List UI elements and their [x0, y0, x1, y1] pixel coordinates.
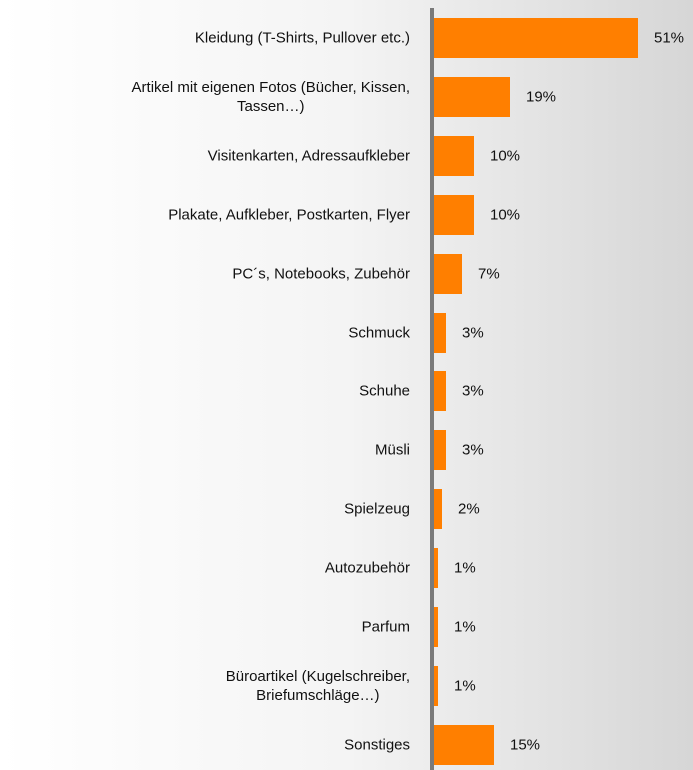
- value-label: 3%: [462, 324, 484, 341]
- category-label: Parfum: [0, 618, 410, 637]
- category-axis: [430, 8, 434, 770]
- category-label: Visitenkarten, Adressaufkleber: [0, 146, 410, 165]
- value-label: 10%: [490, 147, 521, 165]
- bar: [434, 253, 462, 294]
- value-label: 10%: [490, 206, 521, 224]
- bar: [434, 312, 446, 353]
- value-label: 19%: [526, 88, 557, 106]
- category-text: Büroartikel (Kugelschreiber, Briefumschl…: [225, 667, 410, 704]
- bar: [434, 607, 438, 647]
- category-label: Autozubehör: [0, 559, 410, 578]
- value-label: 1%: [454, 559, 476, 577]
- category-text: Plakate, Aufkleber, Postkarten, Flyer: [168, 206, 410, 224]
- bar: [434, 194, 474, 235]
- category-label: Plakate, Aufkleber, Postkarten, Flyer: [0, 205, 410, 224]
- bar: [434, 489, 442, 530]
- value-label: 7%: [478, 265, 500, 283]
- category-label: PC´s, Notebooks, Zubehör: [0, 264, 410, 283]
- bar: [434, 430, 446, 471]
- category-label: Artikel mit eigenen Fotos (Bücher, Kisse…: [0, 78, 410, 116]
- value-label: 51%: [654, 29, 685, 47]
- category-label: Spielzeug: [0, 500, 410, 519]
- bar: [434, 76, 510, 117]
- category-text: Sonstiges: [344, 736, 410, 754]
- category-label: Schmuck: [0, 323, 410, 342]
- category-text: Autozubehör: [324, 559, 410, 577]
- category-label: Schuhe: [0, 382, 410, 401]
- bar: [434, 371, 446, 412]
- value-label: 2%: [458, 500, 480, 518]
- category-label: Sonstiges: [0, 735, 410, 754]
- value-label: 1%: [454, 618, 476, 636]
- category-label: Büroartikel (Kugelschreiber, Briefumschl…: [0, 667, 410, 705]
- category-text: Parfum: [361, 618, 410, 636]
- category-text: Visitenkarten, Adressaufkleber: [207, 147, 410, 165]
- value-label: 1%: [454, 677, 476, 695]
- value-label: 3%: [462, 441, 484, 459]
- category-text: Spielzeug: [344, 500, 410, 518]
- category-text: Kleidung (T-Shirts, Pullover etc.): [194, 29, 410, 47]
- value-label: 3%: [462, 382, 484, 400]
- bar: [434, 548, 438, 589]
- category-text: Schmuck: [348, 324, 410, 341]
- bar: [434, 18, 638, 58]
- category-text: Artikel mit eigenen Fotos (Bücher, Kisse…: [131, 78, 410, 115]
- category-label: Müsli: [0, 441, 410, 460]
- category-text: Schuhe: [359, 382, 410, 400]
- category-label: Kleidung (T-Shirts, Pullover etc.): [0, 29, 410, 48]
- category-text: PC´s, Notebooks, Zubehör: [232, 265, 410, 283]
- bar: [434, 135, 474, 176]
- value-label: 15%: [510, 736, 541, 754]
- bar: [434, 665, 438, 706]
- bar: [434, 724, 494, 765]
- category-text: Müsli: [374, 441, 410, 459]
